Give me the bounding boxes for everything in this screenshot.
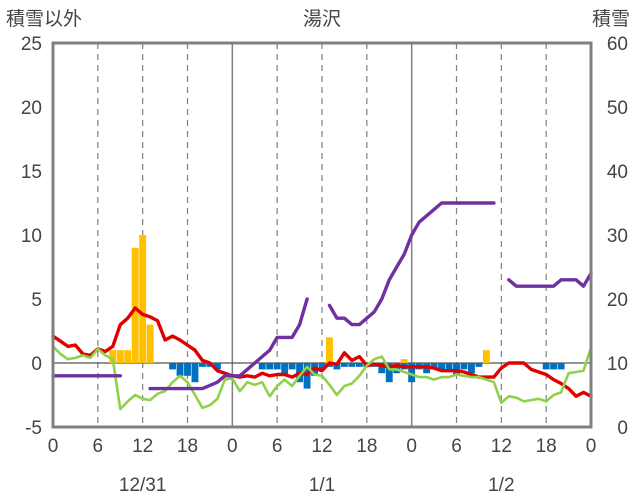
- x-tick-label: 6: [451, 436, 462, 457]
- left-tick-label: -5: [25, 418, 42, 439]
- right-tick-label: 10: [607, 354, 628, 375]
- x-tick-label: 12: [311, 436, 332, 457]
- x-tick-label: 0: [48, 436, 59, 457]
- left-tick-label: 20: [21, 98, 42, 119]
- snow-change-bar: [542, 363, 550, 370]
- snow_depth-line: [507, 271, 593, 288]
- snow-change-bar: [266, 363, 274, 370]
- right-tick-label: 40: [607, 162, 628, 183]
- x-tick-label: 18: [356, 436, 377, 457]
- left-tick-label: 0: [31, 354, 42, 375]
- date-label: 1/2: [488, 475, 514, 496]
- precip-bar: [139, 235, 147, 363]
- left-tick-label: 10: [21, 226, 42, 247]
- snow-change-bar: [430, 363, 438, 370]
- date-label: 12/31: [119, 475, 167, 496]
- snow-change-bar: [475, 363, 483, 367]
- right-tick-label: 20: [607, 290, 628, 311]
- snow-change-bar: [258, 363, 266, 370]
- left-tick-label: 25: [21, 34, 42, 55]
- snow-change-bar: [408, 363, 416, 383]
- precip-bar: [131, 247, 139, 363]
- right-axis-title: 積雪: [592, 8, 630, 30]
- snow-change-bar: [438, 363, 445, 370]
- left-axis-title: 積雪以外: [6, 8, 82, 30]
- precip-bar: [326, 337, 333, 363]
- snow-change-bar: [385, 363, 393, 383]
- precip-bar: [124, 350, 132, 363]
- x-tick-label: 6: [272, 436, 283, 457]
- snow_depth-line: [148, 374, 235, 391]
- snow-change-bar: [557, 363, 565, 370]
- x-tick-label: 6: [93, 436, 104, 457]
- snow-change-bar: [445, 363, 453, 370]
- snow-change-bar: [281, 363, 289, 376]
- snow_depth-line: [230, 297, 309, 378]
- precip-bar: [400, 359, 408, 363]
- x-tick-label: 12: [132, 436, 153, 457]
- plot-frame: [51, 41, 593, 429]
- left-tick-label: 5: [31, 290, 42, 311]
- x-tick-label: 18: [177, 436, 198, 457]
- snow-change-bar: [318, 363, 326, 370]
- right-tick-label: 50: [607, 98, 628, 119]
- snow-change-bar: [184, 363, 191, 376]
- date-label: 1/1: [309, 475, 335, 496]
- snow-change-bar: [191, 363, 199, 383]
- left-tick-label: 15: [21, 162, 42, 183]
- x-tick-label: 0: [586, 436, 597, 457]
- line-layer: [51, 201, 593, 411]
- snow-change-bar: [460, 363, 468, 370]
- snow-change-bar: [176, 363, 184, 376]
- precip-bar: [116, 350, 124, 363]
- snow_depth-line: [327, 201, 496, 327]
- snow-change-bar: [199, 363, 206, 367]
- right-tick-label: 0: [617, 418, 628, 439]
- snow-change-bar: [348, 363, 356, 367]
- snow-change-bar: [169, 363, 176, 370]
- x-tick-label: 12: [491, 436, 512, 457]
- x-tick-label: 0: [406, 436, 417, 457]
- right-tick-label: 30: [607, 226, 628, 247]
- temperature-line: [51, 306, 593, 398]
- precip-bar: [146, 324, 154, 363]
- snow-change-bar: [468, 363, 475, 374]
- snow-change-bar: [288, 363, 296, 370]
- precip-bar: [482, 350, 490, 363]
- dewpoint-line: [51, 345, 593, 411]
- snow-change-bar: [550, 363, 558, 370]
- x-tick-label: 0: [227, 436, 238, 457]
- snow-change-bar: [213, 363, 221, 370]
- snow-change-bar: [355, 363, 363, 367]
- right-tick-label: 60: [607, 34, 628, 55]
- precip-bar: [109, 350, 117, 363]
- snow-change-bar: [378, 363, 386, 374]
- x-tick-label: 18: [536, 436, 557, 457]
- snow-change-bar: [333, 363, 341, 370]
- plot-border: [51, 41, 593, 429]
- snow-change-bar: [273, 363, 281, 370]
- chart-title: 湯沢: [303, 8, 341, 30]
- snow-change-bar: [340, 363, 348, 367]
